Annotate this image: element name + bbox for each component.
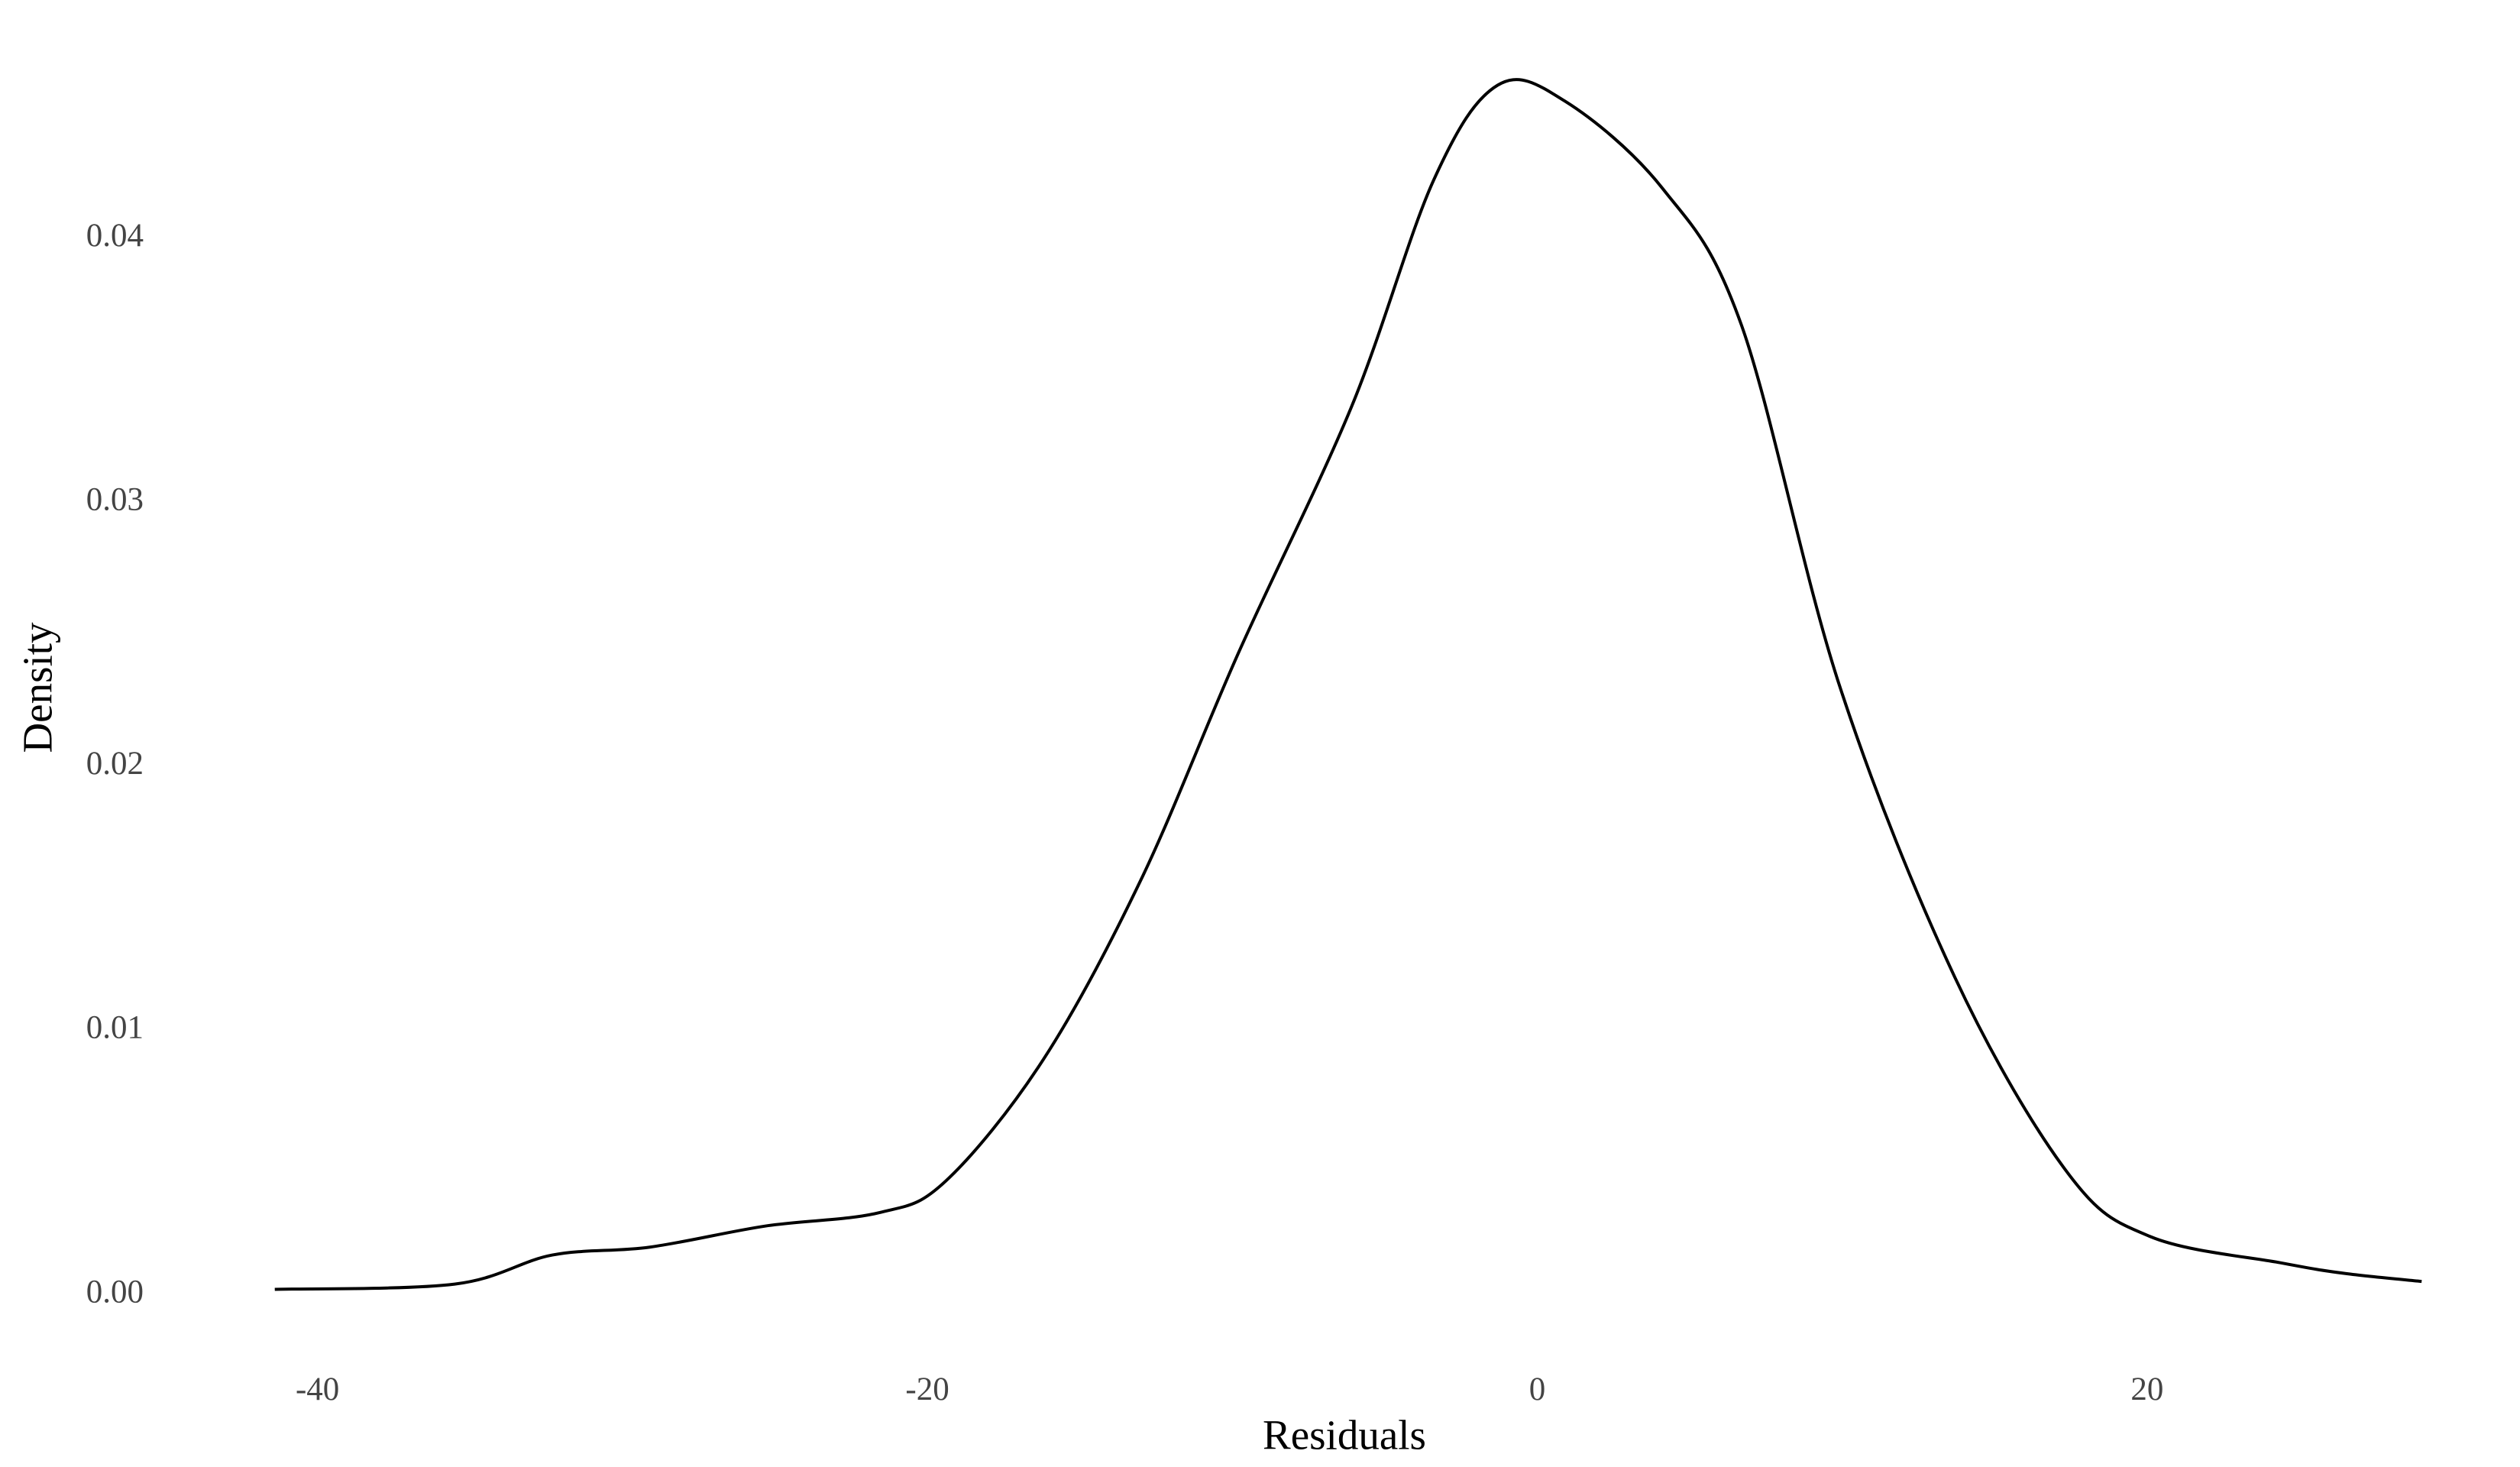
- y-tick-label: 0.01: [86, 1010, 144, 1046]
- y-tick-label: 0.02: [86, 746, 144, 782]
- density-line: [274, 78, 2422, 1291]
- y-tick-label: 0.03: [86, 481, 144, 517]
- y-tick-label: 0.00: [86, 1274, 144, 1310]
- x-tick-label: 20: [2130, 1371, 2163, 1407]
- x-tick-label: -40: [296, 1371, 339, 1407]
- x-tick-label: 0: [1529, 1371, 1546, 1407]
- x-axis-title: Residuals: [1263, 1412, 1426, 1459]
- x-tick-label: -20: [905, 1371, 949, 1407]
- y-axis-title: Density: [15, 622, 61, 753]
- y-tick-label: 0.04: [86, 218, 144, 254]
